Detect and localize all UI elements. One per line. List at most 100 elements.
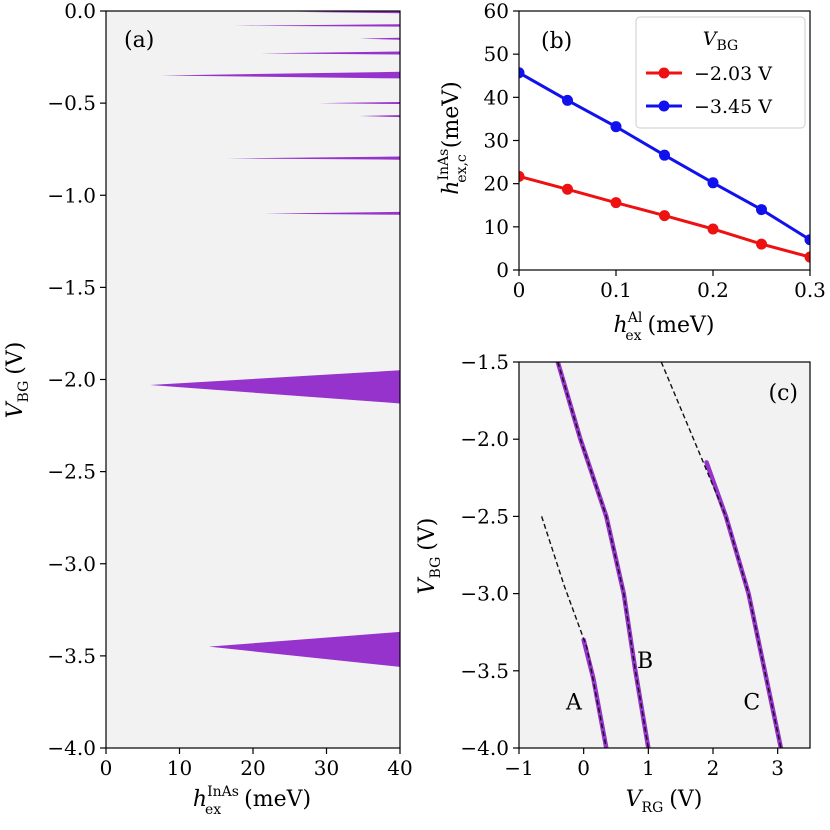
panel-a-xtick-label: 0 [100,756,113,780]
panel-a-region [150,370,400,404]
panel-a-region [227,156,400,160]
panel-b-point [707,177,719,189]
panel-a-xlabel-unit: (meV) [244,787,311,812]
panel-c-ylabel-sub: BG [428,557,444,579]
panel-c: −1 0 1 2 3−1.5−2.0−2.5−3.0−3.5−4.0(c)ABCVRG(… [415,350,811,816]
panel-b-point [804,251,810,263]
panel-b-legend-title: VBG [703,28,738,54]
panel-a-ytick-label: −3.5 [47,644,96,668]
panel-a-ytick-label: −1.5 [47,275,96,299]
panel-b-xlabel-sub: ex [625,328,641,344]
panel-c-xlabel-main: V [626,787,644,812]
panel-b-data [519,67,810,263]
panel-b-point [519,170,525,182]
panel-b-legend-title-sub: BG [717,38,739,54]
panel-b-point [659,149,670,161]
panel-a-region [359,37,400,40]
panel-b-point [519,67,525,79]
panel-b-xlabel: hAl ex (meV) [614,310,715,344]
panel-c-ytick-label: −1.5 [460,350,509,374]
panel-b-ytick-label: 0 [496,258,509,282]
panel-c-xtick-label: −1 [504,756,533,780]
panel-c-xlabel-unit: (V) [669,787,702,812]
panel-b-point [707,223,719,235]
panel-b-point [659,210,670,222]
panel-b-xlabel-main: h [614,313,628,338]
panel-b-legend-label: −3.45 V [694,96,772,118]
panel-b-point [610,197,622,209]
panel-a-region [319,102,400,105]
panel-c-dashed-curve [540,516,607,748]
panel-b-legend-label: −2.03 V [694,63,772,85]
panel-b-legend-marker [658,67,670,79]
panel-b-point [610,121,622,133]
panel-c-curve-label: C [743,691,760,716]
panel-c-ylabel-main: V [415,576,440,594]
panel-b-ytick-label: 10 [484,215,509,239]
panel-b-xtick-label: 0.3 [794,278,826,302]
panel-a-xtick-label: 40 [387,756,412,780]
panel-c-ylabel-unit: (V) [415,518,440,551]
panel-c-ytick-label: −3.5 [460,659,509,683]
panel-a-ytick-label: −2.0 [47,368,96,392]
panel-c-xtick-label: 0 [577,756,590,780]
panel-a-tag: (a) [124,28,154,53]
panel-a-ytick-label: −2.5 [47,460,96,484]
panel-c-xtick-label: 3 [771,756,784,780]
panel-c-tag: (c) [769,381,799,406]
panel-a-ytick-label: −1.0 [47,183,96,207]
panel-b-point [756,238,767,250]
panel-c-curve-label: B [637,649,653,674]
panel-a-xtick-label: 20 [240,756,265,780]
panel-c-dashed-curve [660,362,782,748]
panel-b-legend-title-main: V [703,28,719,50]
panel-c-xtick-label: 2 [707,756,720,780]
panel-c-ylabel: VBG (V) [415,518,444,595]
panel-a-region [260,51,400,55]
panel-b-ylabel-sup: InAs [436,149,452,181]
panel-a-region [234,24,400,27]
panel-a-frame [105,10,401,749]
panel-a-ytick-label: −0.5 [47,91,96,115]
panel-a-region [208,631,400,667]
panel-b-tag: (b) [541,29,572,54]
panel-a-ylabel: VBG (V) [3,342,32,419]
panel-b-ytick-label: 50 [484,42,509,66]
panel-c-xtick-label: 1 [642,756,655,780]
panel-b-xtick-label: 0.2 [697,278,729,302]
panel-b-ylabel-unit: (meV) [439,81,464,148]
panel-b-ylabel: hInAs ex,c (meV) [436,81,470,194]
panel-b-legend-box [635,16,806,129]
panel-a-xlabel-main: h [193,787,207,812]
panel-a-xtick-label: 10 [167,756,192,780]
panel-a-region [161,71,400,79]
panel-c-ytick-label: −2.0 [460,427,509,451]
panel-a-xlabel-sub: ex [205,802,221,818]
panel-b-frame [518,10,811,271]
panel-a-xlabel-sup: InAs [207,784,239,800]
panel-b-xtick-label: 0 [513,278,526,302]
panel-b-point [756,204,767,216]
panel-a: 0 10 20 30 40 0.0 −0.5 −1.0 −1.5 −2.0 −2.5 −3.0 −3.5… [3,0,413,818]
panel-b-point [562,94,573,106]
panel-a-xtick-label: 30 [314,756,339,780]
panel-c-curve-label: A [565,691,583,716]
panel-b: 0 0.1 0.2 0.3 0 10 20 30 40 50 60 (b) VBG −2.03 V −3.4… [436,0,826,344]
panel-b-legend-marker [658,100,670,112]
panel-c-dashed-curve [557,362,650,748]
panel-b-ytick-label: 40 [484,85,509,109]
panel-a-region [359,115,400,118]
panel-a-ytick-label: −3.0 [47,552,96,576]
panel-c-ytick-label: −3.0 [460,582,509,606]
panel-c-xlabel-sub: RG [642,800,664,816]
panel-b-ytick-label: 30 [484,129,509,153]
panel-a-region [264,211,400,215]
panel-a-ylabel-main: V [3,400,28,418]
panel-b-xlabel-unit: (meV) [648,313,715,338]
panel-a-ytick-label: 0.0 [64,0,96,23]
panel-c-ytick-label: −4.0 [460,736,509,760]
panel-a-ylabel-unit: (V) [3,342,28,375]
panel-b-ylabel-main: h [439,181,464,195]
panel-b-point [562,183,573,195]
